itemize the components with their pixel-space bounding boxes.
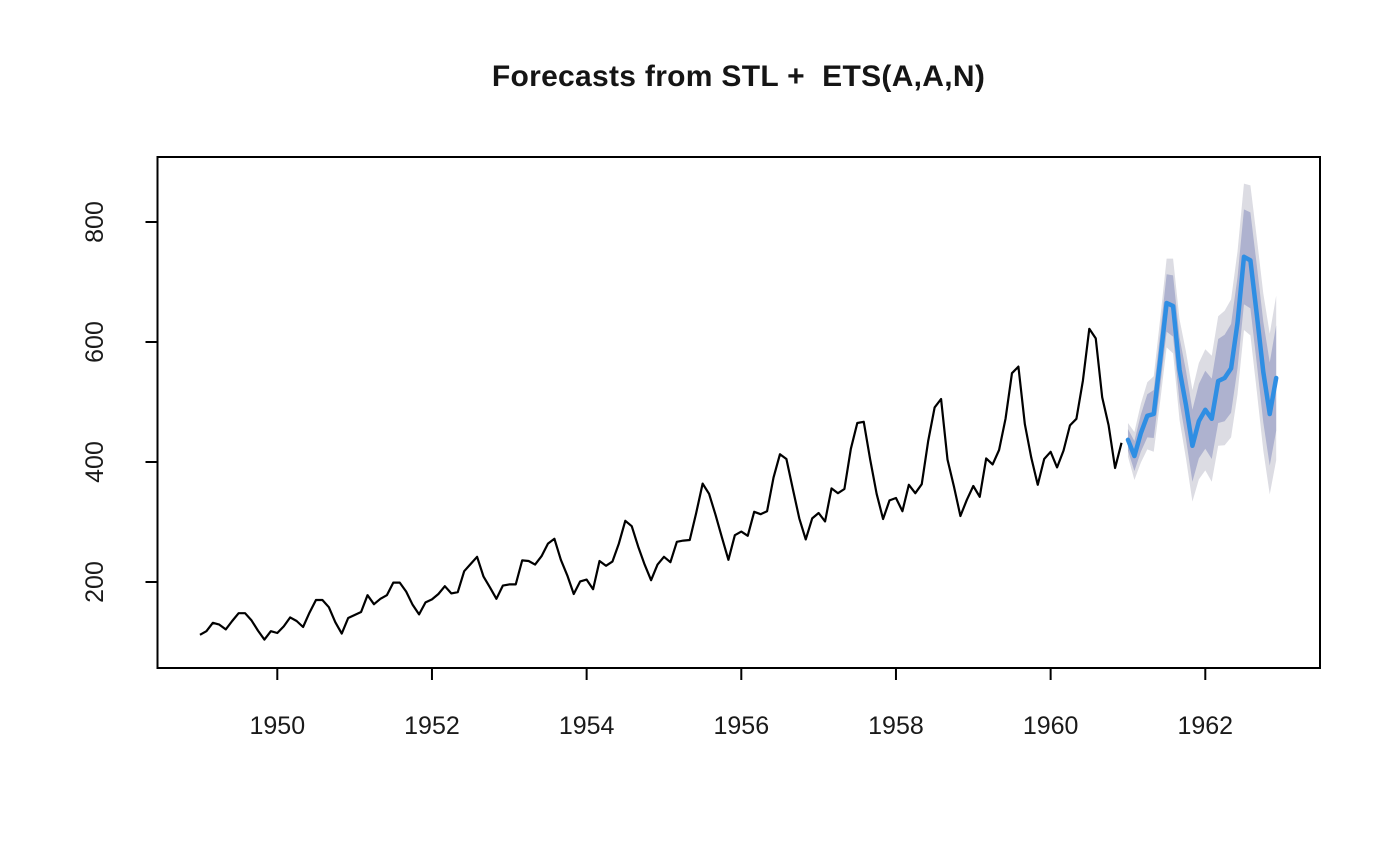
- x-tick-label: 1960: [1023, 712, 1079, 740]
- prediction-interval-band-95: [1127, 183, 1277, 502]
- x-tick-label: 1950: [249, 712, 305, 740]
- forecast-mean-line: [1125, 254, 1279, 459]
- y-tick-label: 800: [81, 201, 109, 243]
- x-tick-label: 1958: [868, 712, 924, 740]
- x-tick-label: 1954: [559, 712, 615, 740]
- x-tick-label: 1962: [1177, 712, 1233, 740]
- y-tick-label: 200: [81, 561, 109, 603]
- y-tick-label: 600: [81, 321, 109, 363]
- chart-title: Forecasts from STL + ETS(A,A,N): [491, 60, 986, 93]
- y-tick-label: 400: [81, 441, 109, 483]
- prediction-interval-band-80: [1127, 209, 1277, 482]
- x-tick-label: 1956: [713, 712, 769, 740]
- history-series-line: [199, 327, 1123, 641]
- plot-box: [156, 156, 1321, 669]
- x-tick-label: 1952: [404, 712, 460, 740]
